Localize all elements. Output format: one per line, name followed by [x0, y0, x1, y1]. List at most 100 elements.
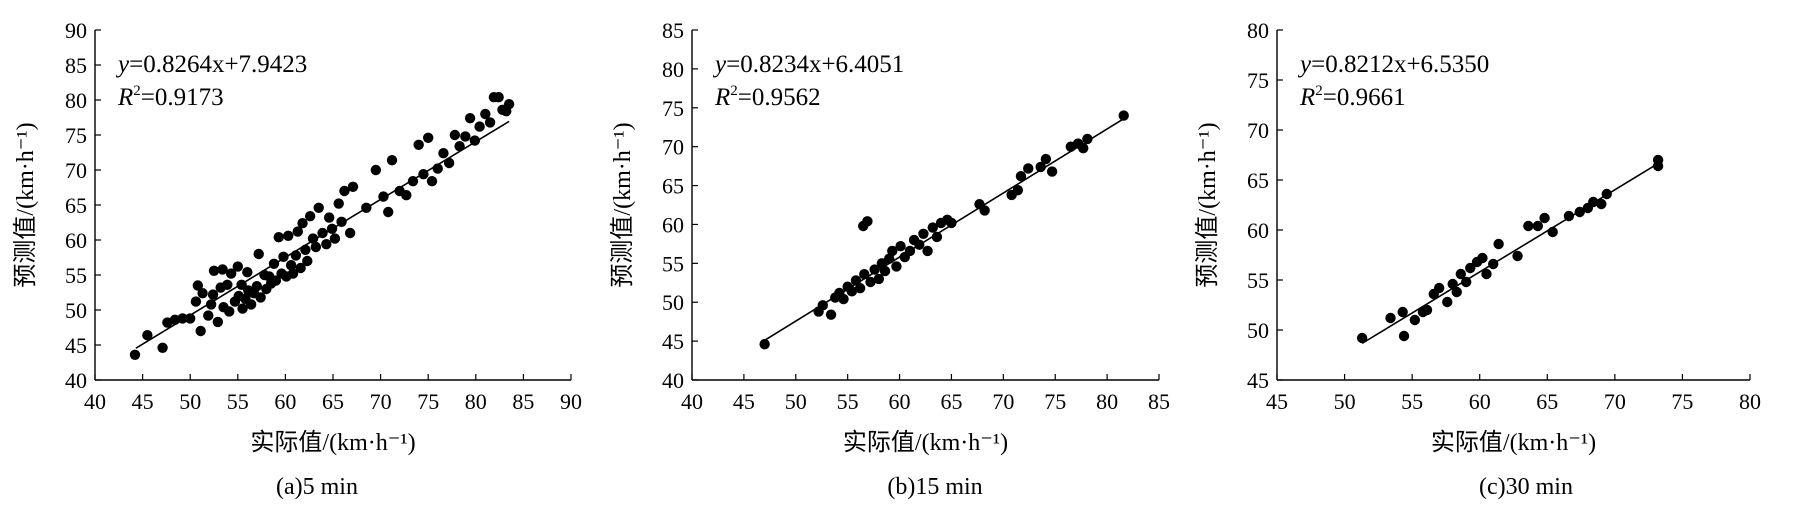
r-squared-equals: = — [738, 84, 752, 111]
y-tick-label: 65 — [1247, 168, 1269, 193]
r-squared: R2=0.9661 — [1299, 83, 1406, 111]
equation-y-symbol: y — [115, 51, 130, 78]
y-tick-label: 45 — [65, 333, 87, 358]
y-tick-label: 75 — [65, 123, 87, 148]
data-point — [418, 169, 429, 180]
data-point — [317, 227, 328, 239]
data-point — [1539, 212, 1550, 224]
data-point — [287, 268, 299, 279]
x-axis-title: 实际值/(km·h⁻¹) — [250, 429, 415, 456]
r-squared-exponent: 2 — [730, 83, 738, 99]
data-point — [290, 250, 302, 261]
data-point — [474, 121, 485, 132]
y-tick-label: 80 — [65, 88, 87, 113]
data-point — [484, 117, 496, 128]
data-point — [432, 163, 443, 174]
data-point — [1455, 268, 1466, 280]
data-point — [407, 176, 419, 187]
data-point — [1596, 198, 1607, 210]
data-point — [207, 289, 219, 300]
data-point — [242, 267, 253, 278]
equation-text: =0.8264x+7.9423 — [129, 51, 307, 78]
r-squared: R2=0.9562 — [714, 83, 821, 111]
data-point — [854, 283, 866, 294]
equation-text: =0.8212x+6.5350 — [1311, 51, 1489, 78]
data-point — [1477, 252, 1488, 264]
data-point — [464, 113, 476, 124]
x-tick-label: 75 — [1671, 389, 1693, 414]
x-tick-label: 85 — [1148, 389, 1170, 414]
x-tick-label: 50 — [785, 389, 807, 414]
data-point — [493, 92, 504, 103]
r-squared-value: 0.9661 — [1337, 84, 1406, 111]
data-point — [295, 262, 306, 274]
data-point — [413, 139, 424, 150]
x-tick-label: 70 — [1604, 389, 1626, 414]
x-tick-label: 80 — [1096, 389, 1118, 414]
panel-caption: (a)5 min — [276, 474, 358, 500]
data-point — [185, 313, 196, 324]
data-point — [480, 108, 491, 120]
data-point — [142, 330, 153, 341]
equation-text: =0.8234x+6.4051 — [726, 51, 904, 78]
x-tick-label: 45 — [733, 389, 755, 414]
x-tick-label: 50 — [179, 389, 201, 414]
y-tick-label: 70 — [65, 158, 87, 183]
y-tick-label: 60 — [65, 228, 87, 253]
data-point — [205, 299, 217, 310]
data-point — [270, 275, 282, 286]
data-point — [195, 325, 206, 337]
panel-caption: (c)30 min — [1479, 474, 1573, 500]
data-point — [873, 273, 884, 285]
y-tick-label: 80 — [662, 57, 684, 82]
y-tick-label: 85 — [662, 18, 684, 43]
regression-equation: y=0.8264x+7.9423 — [115, 51, 307, 78]
x-tick-label: 55 — [1401, 389, 1423, 414]
data-point — [1523, 220, 1534, 232]
data-point — [426, 176, 438, 187]
y-tick-label: 45 — [662, 329, 684, 354]
data-point — [1015, 171, 1027, 182]
data-point — [268, 258, 280, 269]
data-point — [1040, 153, 1052, 165]
data-point — [245, 299, 257, 310]
data-point — [253, 248, 264, 260]
x-tick-label: 80 — [465, 389, 487, 414]
r-squared-symbol: R — [1299, 84, 1315, 111]
y-tick-label: 80 — [1247, 18, 1269, 43]
data-point — [883, 253, 895, 264]
data-point — [212, 316, 224, 328]
data-point — [1481, 268, 1492, 280]
data-point — [292, 226, 303, 237]
data-point — [1461, 276, 1472, 288]
r-squared-equals: = — [141, 84, 155, 111]
r-squared-symbol: R — [714, 84, 730, 111]
data-point — [307, 233, 319, 244]
r-squared-exponent: 2 — [133, 83, 141, 99]
x-tick-label: 55 — [837, 389, 859, 414]
data-point — [460, 131, 471, 142]
data-point — [278, 251, 289, 262]
data-point — [850, 275, 862, 286]
data-point — [344, 227, 356, 239]
r-squared: R2=0.9173 — [117, 83, 224, 111]
regression-equation: y=0.8234x+6.4051 — [712, 51, 904, 78]
data-point — [197, 288, 208, 299]
data-point — [1078, 143, 1089, 154]
data-point — [918, 228, 929, 239]
data-point — [208, 265, 220, 276]
data-point — [1046, 166, 1058, 177]
y-tick-label: 40 — [65, 368, 87, 393]
data-point — [300, 244, 311, 255]
data-point — [454, 141, 465, 152]
x-tick-label: 65 — [322, 389, 344, 414]
data-point — [378, 191, 389, 202]
data-point — [1012, 185, 1024, 196]
r-squared-symbol: R — [117, 84, 133, 111]
y-tick-label: 85 — [65, 53, 87, 78]
y-tick-label: 50 — [1247, 318, 1269, 343]
x-tick-label: 60 — [1469, 389, 1491, 414]
x-axis-title: 实际值/(km·h⁻¹) — [1431, 429, 1596, 456]
data-point — [817, 300, 828, 311]
